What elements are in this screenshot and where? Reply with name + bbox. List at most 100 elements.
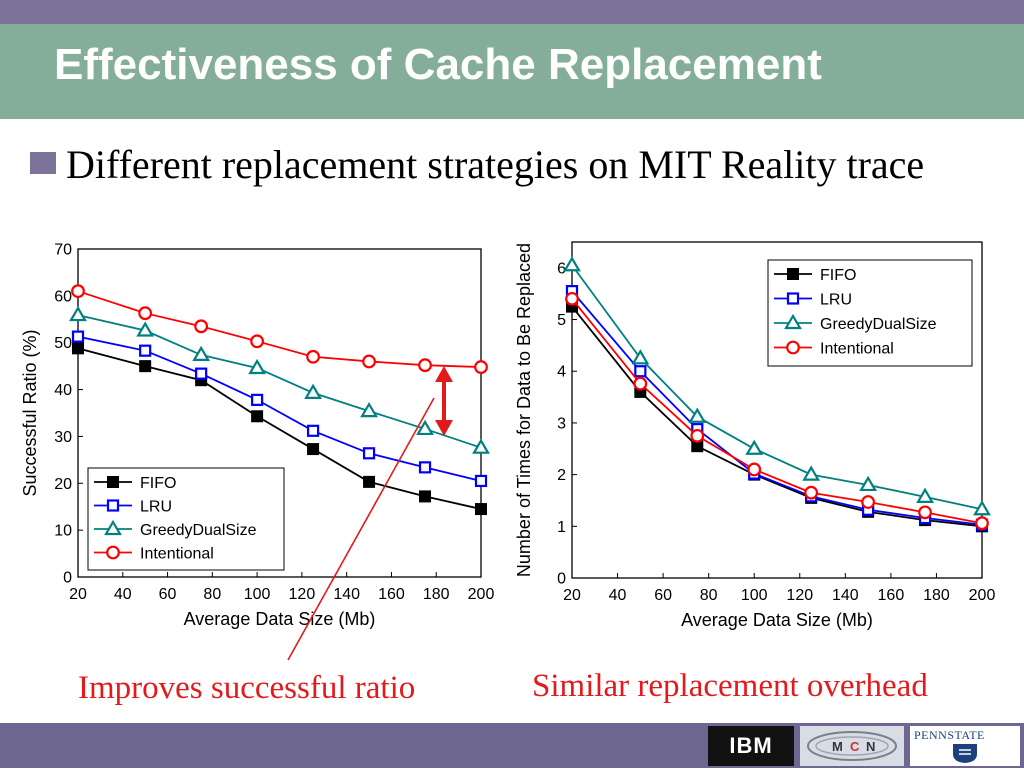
- left-legend-marker-fifo: [107, 476, 119, 488]
- left-legend-label-fifo: FIFO: [140, 475, 176, 492]
- slide-title: Effectiveness of Cache Replacement: [54, 40, 822, 89]
- right-xtick-label: 160: [878, 587, 905, 604]
- right-legend-label-intentional: Intentional: [820, 341, 894, 358]
- mcn-letter-n: N: [866, 739, 875, 754]
- right-x-axis-label: Average Data Size (Mb): [681, 610, 873, 630]
- left-ytick-label: 70: [54, 242, 72, 259]
- left-xtick-label: 20: [69, 586, 87, 603]
- bullet-square-icon: [30, 152, 56, 174]
- left-point-lru: [306, 424, 320, 437]
- right-legend-label-lru: LRU: [820, 292, 852, 309]
- right-point-greedydualsize: [563, 256, 581, 272]
- left-point-fifo: [307, 443, 320, 456]
- left-point-fifo: [72, 342, 84, 355]
- right-series-line-greedydualsize: [571, 264, 983, 511]
- right-point-intentional: [804, 485, 819, 500]
- left-legend-label-greedydualsize: GreedyDualSize: [140, 522, 257, 539]
- replacement-times-chart: 20 40 60 80 100 120 140 160 180 200 0 1 2 3 4 5 6 Average…: [514, 241, 996, 630]
- left-ytick-label: 0: [63, 570, 72, 587]
- left-ytick-label: 50: [54, 335, 72, 352]
- left-series-line-lru: [77, 335, 482, 482]
- pennstate-logo: PENNSTATE: [910, 726, 1020, 766]
- right-legend-marker-greedydualsize: [784, 313, 802, 330]
- right-point-greedydualsize: [916, 487, 934, 503]
- left-point-fifo: [419, 490, 432, 503]
- right-point-intentional: [690, 428, 705, 443]
- left-point-intentional: [194, 319, 209, 334]
- right-point-greedydualsize: [688, 407, 707, 423]
- left-point-intentional: [71, 284, 85, 299]
- left-ytick-label: 60: [54, 288, 72, 305]
- right-ytick-label: 4: [557, 364, 566, 381]
- right-xtick-label: 200: [969, 587, 996, 604]
- left-xtick-label: 60: [159, 586, 177, 603]
- left-point-greedydualsize: [69, 305, 87, 322]
- left-point-lru: [251, 393, 264, 406]
- left-point-fifo: [363, 475, 376, 488]
- right-point-greedydualsize: [745, 439, 764, 455]
- right-ytick-label: 5: [557, 312, 566, 329]
- right-series-line-intentional: [571, 298, 983, 525]
- pennstate-wordmark: PENNSTATE: [914, 728, 985, 742]
- left-point-intentional: [138, 306, 153, 321]
- left-xtick-label: 180: [423, 586, 450, 603]
- successful-ratio-chart: 20 40 60 80 100 120 140 160 180 200 0 10 20 30 40 50 60 7…: [20, 242, 494, 630]
- left-point-greedydualsize: [304, 383, 322, 399]
- right-xtick-label: 180: [923, 587, 950, 604]
- note-improves-ratio: Improves successful ratio: [78, 670, 416, 706]
- right-point-intentional: [918, 505, 932, 520]
- right-point-intentional: [633, 376, 648, 391]
- title-bar: [0, 24, 1024, 119]
- left-point-lru: [474, 474, 488, 488]
- left-ytick-label: 20: [54, 476, 72, 493]
- right-legend-marker-lru: [786, 292, 800, 305]
- right-point-intentional: [975, 516, 989, 531]
- right-point-intentional: [747, 462, 762, 477]
- left-ytick-label: 10: [54, 523, 72, 540]
- annotation-arrowhead-up: [435, 366, 453, 382]
- left-legend-label-intentional: Intentional: [140, 546, 214, 563]
- left-point-intentional: [362, 354, 376, 369]
- left-point-lru: [418, 461, 432, 474]
- top-band: [0, 0, 1024, 24]
- right-y-axis-label: Number of Times for Data to Be Replaced: [514, 243, 534, 577]
- annotation-arrowhead-down: [435, 420, 453, 436]
- right-point-intentional: [565, 291, 579, 306]
- right-legend-marker-intentional: [786, 340, 800, 355]
- left-xtick-label: 40: [114, 586, 132, 603]
- right-point-intentional: [861, 495, 876, 509]
- mcn-logo: M C N: [800, 726, 904, 766]
- left-legend-label-lru: LRU: [140, 499, 172, 516]
- left-series-line-fifo: [77, 347, 482, 510]
- right-ytick-label: 3: [557, 415, 566, 432]
- annotation-pointer-line: [287, 397, 435, 661]
- left-xtick-label: 160: [378, 586, 405, 603]
- right-xtick-label: 20: [563, 587, 581, 604]
- left-point-fifo: [251, 410, 264, 423]
- right-xtick-label: 80: [700, 587, 718, 604]
- right-xtick-label: 140: [832, 587, 859, 604]
- left-plot-frame: [77, 248, 482, 578]
- mcn-letter-m: M: [832, 739, 843, 754]
- right-legend-label-greedydualsize: GreedyDualSize: [820, 316, 937, 333]
- left-ytick-label: 30: [54, 429, 72, 446]
- left-legend-marker-intentional: [106, 545, 120, 560]
- left-point-greedydualsize: [416, 419, 434, 436]
- left-point-greedydualsize: [136, 321, 155, 337]
- left-xtick-label: 120: [289, 586, 316, 603]
- left-point-fifo: [139, 360, 152, 373]
- right-xtick-label: 40: [609, 587, 627, 604]
- left-legend-marker-lru: [106, 499, 120, 512]
- left-point-lru: [71, 330, 85, 343]
- pennstate-shield-icon: [953, 744, 977, 763]
- bullet-text: Different replacement strategies on MIT …: [66, 142, 925, 187]
- right-point-greedydualsize: [859, 475, 878, 492]
- left-series-line-greedydualsize: [77, 314, 482, 449]
- right-plot-frame: [571, 241, 983, 579]
- left-point-lru: [195, 367, 208, 380]
- right-xtick-label: 100: [741, 587, 768, 604]
- left-point-fifo: [475, 503, 487, 516]
- right-point-greedydualsize: [631, 349, 650, 365]
- left-point-lru: [139, 344, 152, 357]
